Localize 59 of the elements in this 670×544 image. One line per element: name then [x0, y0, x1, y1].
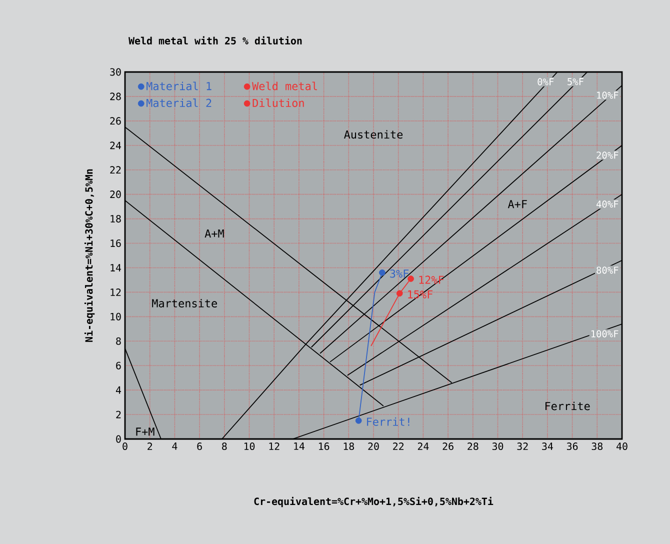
y-tick-label: 20	[110, 190, 121, 198]
x-tick-label: 26	[442, 442, 454, 450]
chart-title: Weld metal with 25 % dilution	[128, 36, 302, 44]
x-tick-label: 12	[269, 442, 280, 450]
y-tick-label: 26	[110, 117, 121, 125]
x-tick-label: 40	[616, 442, 628, 450]
x-tick-label: 0	[122, 442, 128, 450]
annotation: Ferrit!	[367, 417, 410, 426]
y-tick-label: 10	[110, 312, 121, 320]
annotation: A+M	[204, 229, 224, 238]
legend-label: Dilution	[252, 98, 304, 108]
y-tick-label: 0	[116, 435, 121, 443]
y-tick-label: 8	[116, 337, 121, 345]
y-tick-label: 24	[110, 142, 122, 150]
annotation: Martensite	[152, 298, 217, 308]
x-tick-label: 6	[197, 442, 202, 450]
series-label: 20%F	[596, 152, 618, 159]
x-tick-label: 16	[319, 442, 330, 450]
y-axis-title: Ni-equivalent=%Ni+30%C+0,5%Mn	[84, 169, 95, 342]
y-tick-label: 22	[110, 166, 121, 174]
x-tick-label: 36	[566, 442, 578, 450]
y-tick-label: 12	[110, 288, 121, 296]
annotation: F+M	[136, 428, 154, 436]
x-tick-label: 2	[148, 442, 152, 450]
annotation: 3%F	[390, 269, 409, 278]
x-tick-label: 24	[418, 442, 429, 450]
y-tick-label: 14	[110, 264, 122, 272]
legend-label: Material 2	[146, 98, 212, 108]
series-label: 5%F	[568, 78, 584, 86]
annotation: Ferrite	[545, 402, 590, 410]
annotation: Austenite	[344, 130, 403, 139]
x-tick-label: 34	[542, 442, 553, 450]
x-tick-label: 38	[592, 442, 603, 450]
legend-label: Weld metal	[252, 82, 317, 90]
annotation: A+F	[508, 200, 527, 208]
x-tick-label: 22	[393, 442, 404, 450]
x-tick-label: 14	[294, 442, 304, 450]
x-tick-label: 32	[517, 442, 528, 450]
x-axis-title: Cr-equivalent=%Cr+%Mo+1,5%Si+0,5%Nb+2%Ti	[254, 496, 494, 508]
x-tick-label: 30	[492, 442, 504, 450]
x-tick-label: 8	[222, 442, 227, 450]
x-tick-label: 4	[172, 442, 178, 450]
x-tick-label: 10	[244, 442, 255, 450]
y-tick-label: 18	[110, 215, 121, 223]
series-label: 10%F	[597, 92, 618, 99]
legend-label: Material 1	[146, 82, 212, 90]
x-tick-label: 18	[344, 442, 354, 450]
x-tick-label: 28	[468, 442, 478, 450]
y-tick-label: 6	[116, 362, 121, 370]
y-tick-label: 28	[110, 92, 121, 100]
series-label: 40%F	[596, 200, 618, 208]
series-label: 0%F	[538, 78, 554, 86]
y-tick-label: 30	[110, 68, 121, 76]
series-label: 100%F	[591, 330, 618, 338]
x-tick-label: 20	[368, 442, 379, 450]
series-label: 80%F	[596, 266, 618, 274]
y-tick-label: 4	[116, 386, 122, 394]
y-tick-label: 2	[116, 410, 121, 418]
y-tick-label: 16	[110, 239, 121, 248]
